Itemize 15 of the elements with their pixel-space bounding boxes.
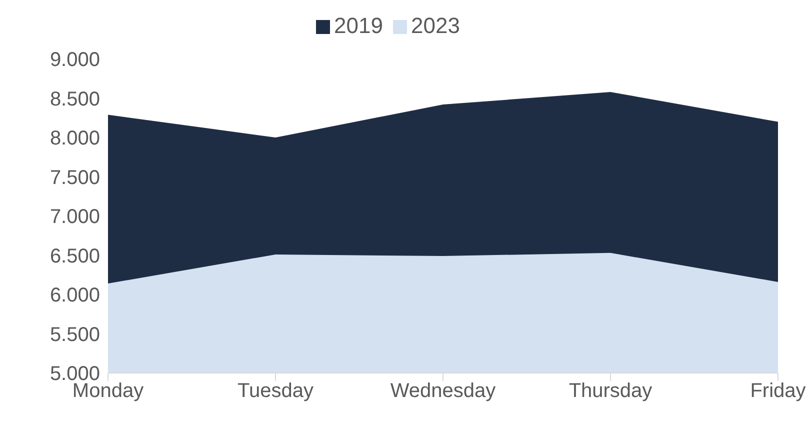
x-tick-label: Wednesday	[390, 380, 496, 402]
y-tick-label: 7.000	[50, 206, 100, 228]
y-tick-label: 8.000	[50, 128, 100, 150]
y-tick-label: 9.000	[50, 49, 100, 72]
y-tick-label: 8.500	[50, 88, 100, 110]
x-tick-label: Friday	[750, 380, 806, 402]
y-tick-label: 5.500	[50, 324, 100, 346]
y-tick-label: 6.500	[50, 245, 100, 268]
legend-label: 2023	[411, 13, 460, 38]
y-tick-label: 7.500	[50, 166, 100, 189]
x-tick-label: Monday	[72, 380, 144, 402]
x-tick-label: Thursday	[568, 380, 652, 402]
legend-label: 2019	[334, 13, 383, 38]
y-tick-label: 6.000	[50, 284, 100, 307]
x-tick-label: Tuesday	[238, 380, 314, 402]
